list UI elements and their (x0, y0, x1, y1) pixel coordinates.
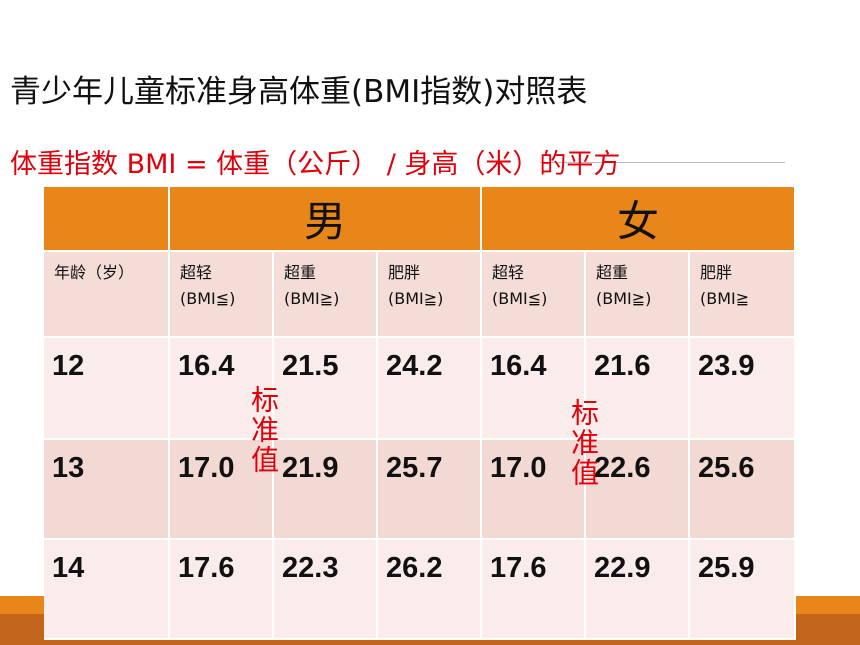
column-name: 超重 (596, 263, 629, 282)
table-cell: 26.2 (378, 540, 482, 640)
column-note: (BMI≧) (596, 289, 652, 308)
column-header: 超重 (BMI≧) (274, 252, 378, 338)
table-cell: 17.0 (170, 440, 274, 540)
column-note: (BMI≦) (492, 289, 548, 308)
table-cell: 22.9 (586, 540, 690, 640)
table-cell: 16.4 (482, 338, 586, 440)
table-cell: 22.3 (274, 540, 378, 640)
table-cell: 25.9 (690, 540, 796, 640)
table-cell: 25.7 (378, 440, 482, 540)
table-cell: 16.4 (170, 338, 274, 440)
table-cell: 24.2 (378, 338, 482, 440)
header-cell (44, 187, 170, 252)
annotation: 标准值 (247, 385, 280, 475)
title: 青少年儿童标准身高体重(BMI指数)对照表 (10, 74, 588, 110)
column-name: 超轻 (492, 263, 525, 282)
bmi-table: 男女年龄（岁） 超轻 (BMI≦) 超重 (BMI≧) 肥胖 (BMI≧) 超轻 (BMI≦) 超… (44, 187, 796, 640)
table-cell: 25.6 (690, 440, 796, 540)
column-name: 超重 (284, 263, 317, 282)
table-cell: 21.6 (586, 338, 690, 440)
column-name: 肥胖 (388, 263, 421, 282)
column-header: 肥胖 (BMI≧) (378, 252, 482, 338)
table-cell: 21.9 (274, 440, 378, 540)
column-header: 超轻 (BMI≦) (482, 252, 586, 338)
formula: 体重指数 BMI = 体重（公斤） / 身高（米）的平方 (10, 149, 621, 180)
table-cell: 13 (44, 440, 170, 540)
table-cell: 23.9 (690, 338, 796, 440)
column-note: (BMI≦) (180, 289, 236, 308)
group-header: 女 (482, 187, 796, 252)
column-note: (BMI≧) (388, 289, 444, 308)
table-cell: 22.6 (586, 440, 690, 540)
column-note: (BMI≧) (284, 289, 340, 308)
column-name: 年龄（岁） (54, 263, 135, 282)
column-name: 超轻 (180, 263, 213, 282)
group-header: 男 (170, 187, 482, 252)
column-header: 年龄（岁） (44, 252, 170, 338)
table-cell: 12 (44, 338, 170, 440)
table-cell: 14 (44, 540, 170, 640)
column-header: 肥胖 (BMI≧ (690, 252, 796, 338)
table-cell: 21.5 (274, 338, 378, 440)
column-note: (BMI≧ (700, 289, 750, 308)
table-cell: 17.6 (482, 540, 586, 640)
table-cell: 17.6 (170, 540, 274, 640)
column-header: 超重 (BMI≧) (586, 252, 690, 338)
column-name: 肥胖 (700, 263, 733, 282)
rule (540, 162, 785, 163)
annotation: 标准值 (567, 398, 600, 488)
column-header: 超轻 (BMI≦) (170, 252, 274, 338)
table-cell: 17.0 (482, 440, 586, 540)
